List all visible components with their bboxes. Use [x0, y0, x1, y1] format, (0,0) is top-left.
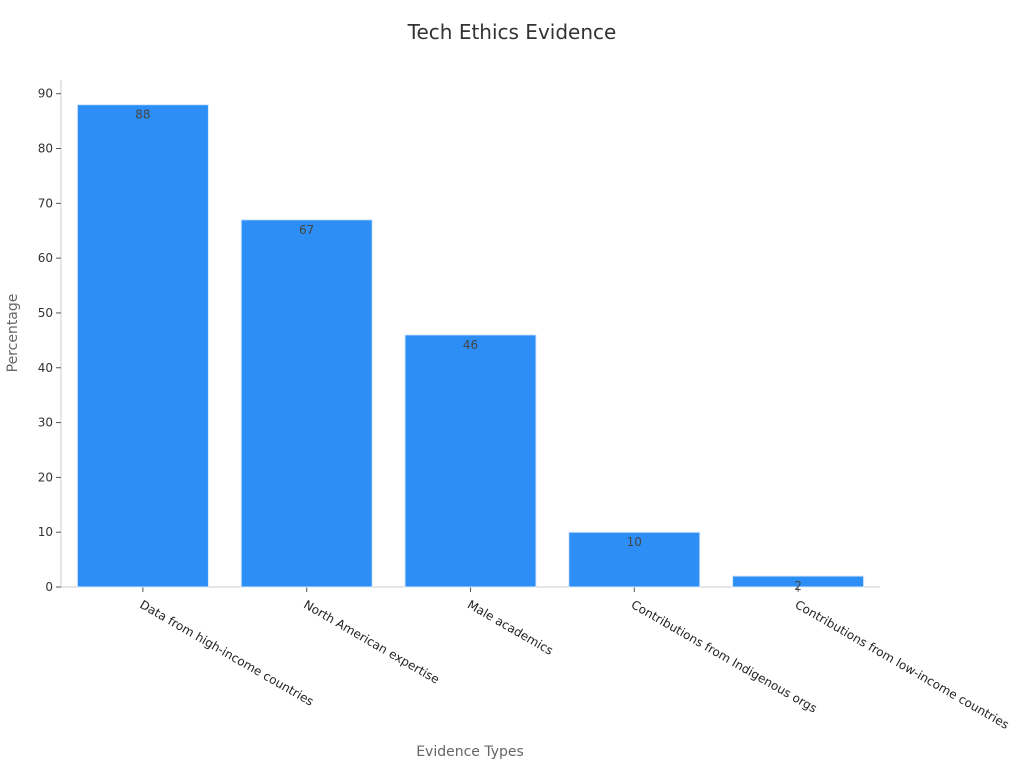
y-tick-label: 60 — [38, 251, 53, 265]
bar — [240, 219, 373, 588]
bar — [404, 334, 537, 588]
data-label: 67 — [299, 223, 314, 237]
chart-title: Tech Ethics Evidence — [407, 20, 617, 44]
data-label: 46 — [463, 338, 478, 352]
category-label: Data from high-income countries — [137, 597, 316, 708]
y-tick-label: 90 — [38, 87, 53, 101]
y-tick-label: 40 — [38, 361, 53, 375]
category-label: Male academics — [465, 597, 556, 657]
y-tick-label: 70 — [38, 196, 53, 210]
y-tick-label: 30 — [38, 416, 53, 430]
bar — [568, 531, 701, 588]
x-axis-title: Evidence Types — [416, 744, 524, 760]
bar — [76, 104, 209, 588]
y-axis: 0 10 20 30 40 50 60 70 80 90 — [38, 80, 62, 594]
y-tick-label: 20 — [38, 470, 53, 484]
category-label: North American expertise — [301, 597, 442, 686]
y-tick-label: 10 — [38, 525, 53, 539]
y-tick-label: 0 — [45, 580, 53, 594]
data-label: 88 — [135, 108, 150, 122]
bar — [732, 575, 865, 588]
y-tick-label: 80 — [38, 142, 53, 156]
data-label: 2 — [794, 579, 802, 593]
category-label: Contributions from low-income countries — [793, 597, 1012, 731]
data-label: 10 — [627, 535, 642, 549]
y-axis-title: Percentage — [5, 294, 21, 373]
y-tick-label: 50 — [38, 306, 53, 320]
category-label: Contributions from Indigenous orgs — [629, 597, 820, 715]
data-labels: 88 67 46 10 2 — [135, 108, 802, 593]
bars — [76, 104, 865, 588]
x-axis — [61, 586, 880, 592]
